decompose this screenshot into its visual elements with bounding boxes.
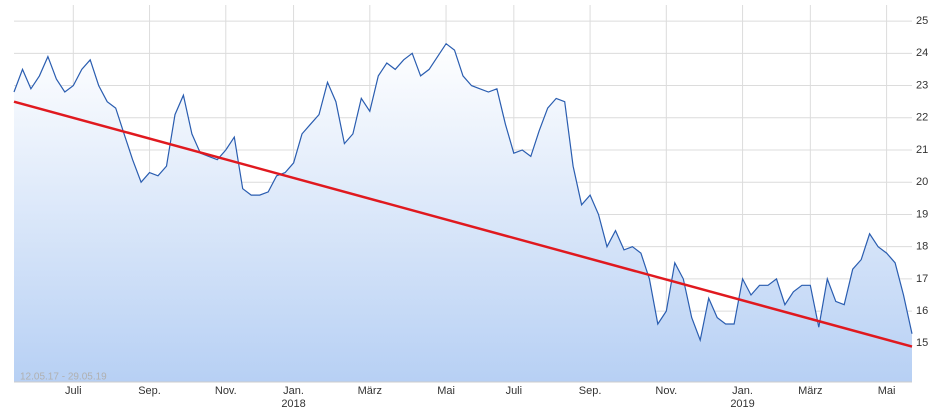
x-tick-label: Nov. xyxy=(215,385,237,397)
x-tick-label: Jan. xyxy=(732,385,753,397)
x-year-label: 2018 xyxy=(281,398,305,408)
x-tick-label: Mai xyxy=(878,385,896,397)
x-tick-label: Juli xyxy=(65,385,82,397)
y-tick-label: 24 xyxy=(916,47,928,59)
y-tick-label: 20 xyxy=(916,176,928,188)
trend-line xyxy=(13,100,913,348)
y-tick-label: 23 xyxy=(916,79,928,91)
x-tick-label: Nov. xyxy=(655,385,677,397)
x-tick-label: Jan. xyxy=(283,385,304,397)
price-line xyxy=(13,42,913,343)
y-tick-label: 16 xyxy=(916,305,928,317)
plot xyxy=(13,42,913,382)
area xyxy=(14,43,912,382)
watermark: 12.05.17 - 29.05.19 xyxy=(20,372,107,383)
y-tick-label: 18 xyxy=(916,241,928,253)
y-tick-label: 21 xyxy=(916,144,928,156)
x-tick-label: März xyxy=(798,385,822,397)
x-tick-label: Sep. xyxy=(579,385,602,397)
x-tick-label: Mai xyxy=(437,385,455,397)
y-tick-label: 19 xyxy=(916,208,928,220)
y-tick-label: 15 xyxy=(916,337,928,349)
x-tick-label: Sep. xyxy=(138,385,161,397)
y-tick-label: 25 xyxy=(916,15,928,27)
x-tick-label: Juli xyxy=(506,385,523,397)
x-year-label: 2019 xyxy=(730,398,754,408)
x-tick-label: März xyxy=(358,385,382,397)
y-tick-label: 17 xyxy=(916,273,928,285)
y-tick-label: 22 xyxy=(916,112,928,124)
